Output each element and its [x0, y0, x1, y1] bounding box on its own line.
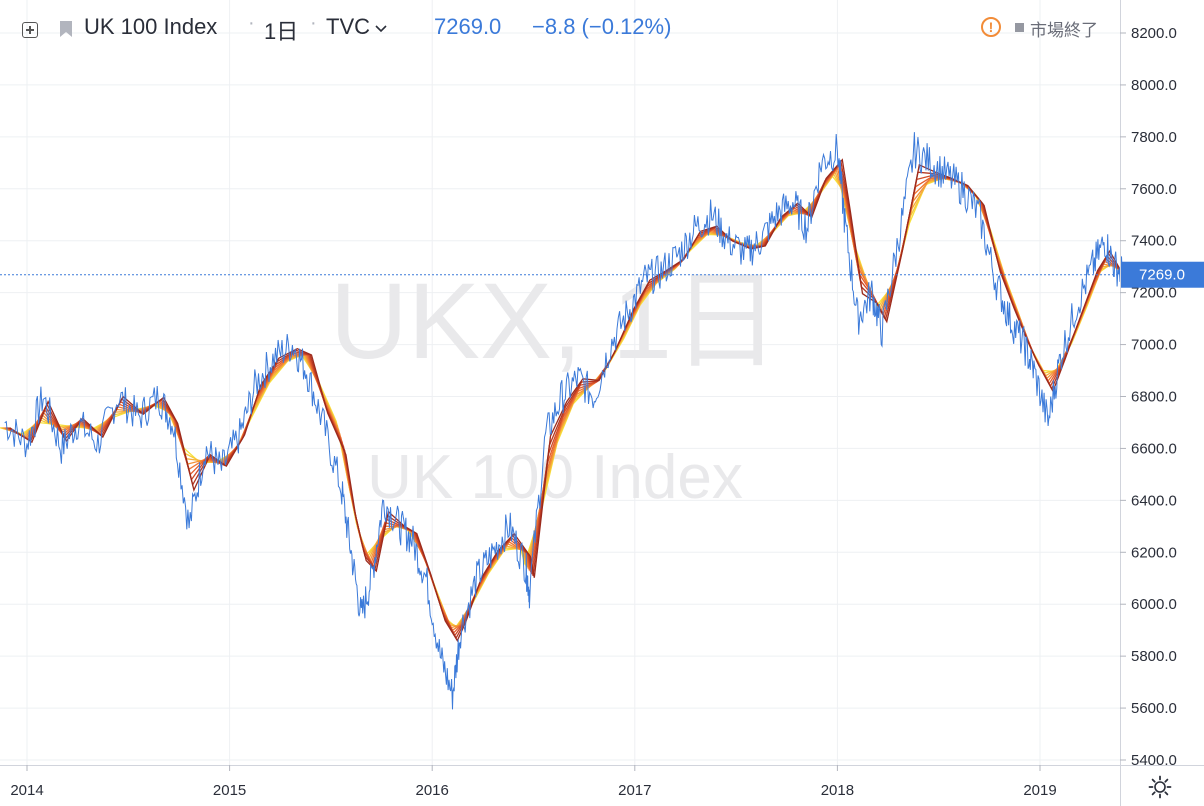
y-tick-label: 6200.0 [1131, 544, 1177, 561]
y-tick-label: 6000.0 [1131, 596, 1177, 613]
x-tick-label: 2016 [416, 782, 449, 799]
watermark-symbol: UKX, 1日 [330, 260, 780, 381]
market-status-label: 市場終了 [1030, 21, 1098, 40]
last-price-badge: 7269.0 [1121, 261, 1204, 288]
y-tick-label: 6600.0 [1131, 440, 1177, 457]
time-axis: 2014 2015 2016 2017 2018 2019 [10, 765, 1057, 799]
y-tick-label: 6400.0 [1131, 492, 1177, 509]
price-series-line [4, 132, 1126, 710]
x-tick-label: 2017 [618, 782, 651, 799]
price-axis: 5400.0 5600.0 5800.0 6000.0 6200.0 6400.0 6600… [1120, 25, 1177, 769]
x-tick-label: 2019 [1023, 782, 1056, 799]
ribbon-line [0, 172, 1122, 628]
exchange-label[interactable]: TVC [326, 14, 370, 39]
x-tick-label: 2015 [213, 782, 246, 799]
flag-icon [60, 21, 72, 37]
y-tick-label: 6800.0 [1131, 389, 1177, 406]
y-tick-label: 5600.0 [1131, 700, 1177, 717]
y-tick-label: 8000.0 [1131, 77, 1177, 94]
price-change-value: −8.8 (−0.12%) [532, 14, 672, 39]
y-tick-label: 5400.0 [1131, 752, 1177, 769]
y-tick-label: 7600.0 [1131, 181, 1177, 198]
ribbon-line [6, 162, 1128, 637]
last-price-label: 7269.0 [1139, 267, 1185, 284]
exclamation-circle-icon[interactable]: ! [981, 17, 1001, 37]
chart-header: UK 100 Index · 1日 · TVC 7269.0 −8.8 (−0.… [0, 0, 1120, 58]
plus-square-icon[interactable] [22, 22, 38, 38]
ribbon-line [3, 168, 1125, 629]
symbol-name[interactable]: UK 100 Index [84, 14, 218, 39]
y-tick-label: 5800.0 [1131, 648, 1177, 665]
x-tick-label: 2018 [821, 782, 854, 799]
separator-dot: · [248, 12, 255, 34]
y-tick-label: 7000.0 [1131, 337, 1177, 354]
y-tick-label: 8200.0 [1131, 25, 1177, 42]
y-tick-label: 7400.0 [1131, 233, 1177, 250]
grid-lines [0, 0, 1120, 765]
separator-dot: · [310, 12, 317, 34]
interval-label[interactable]: 1日 [264, 19, 299, 44]
x-tick-label: 2014 [10, 782, 43, 799]
y-tick-label: 7200.0 [1131, 285, 1177, 302]
y-tick-label: 7800.0 [1131, 129, 1177, 146]
ribbon-line [5, 164, 1127, 634]
last-price-value: 7269.0 [434, 14, 502, 39]
market-status-indicator [1015, 23, 1024, 32]
chevron-down-icon[interactable] [375, 25, 387, 33]
gear-icon[interactable] [1148, 775, 1172, 799]
